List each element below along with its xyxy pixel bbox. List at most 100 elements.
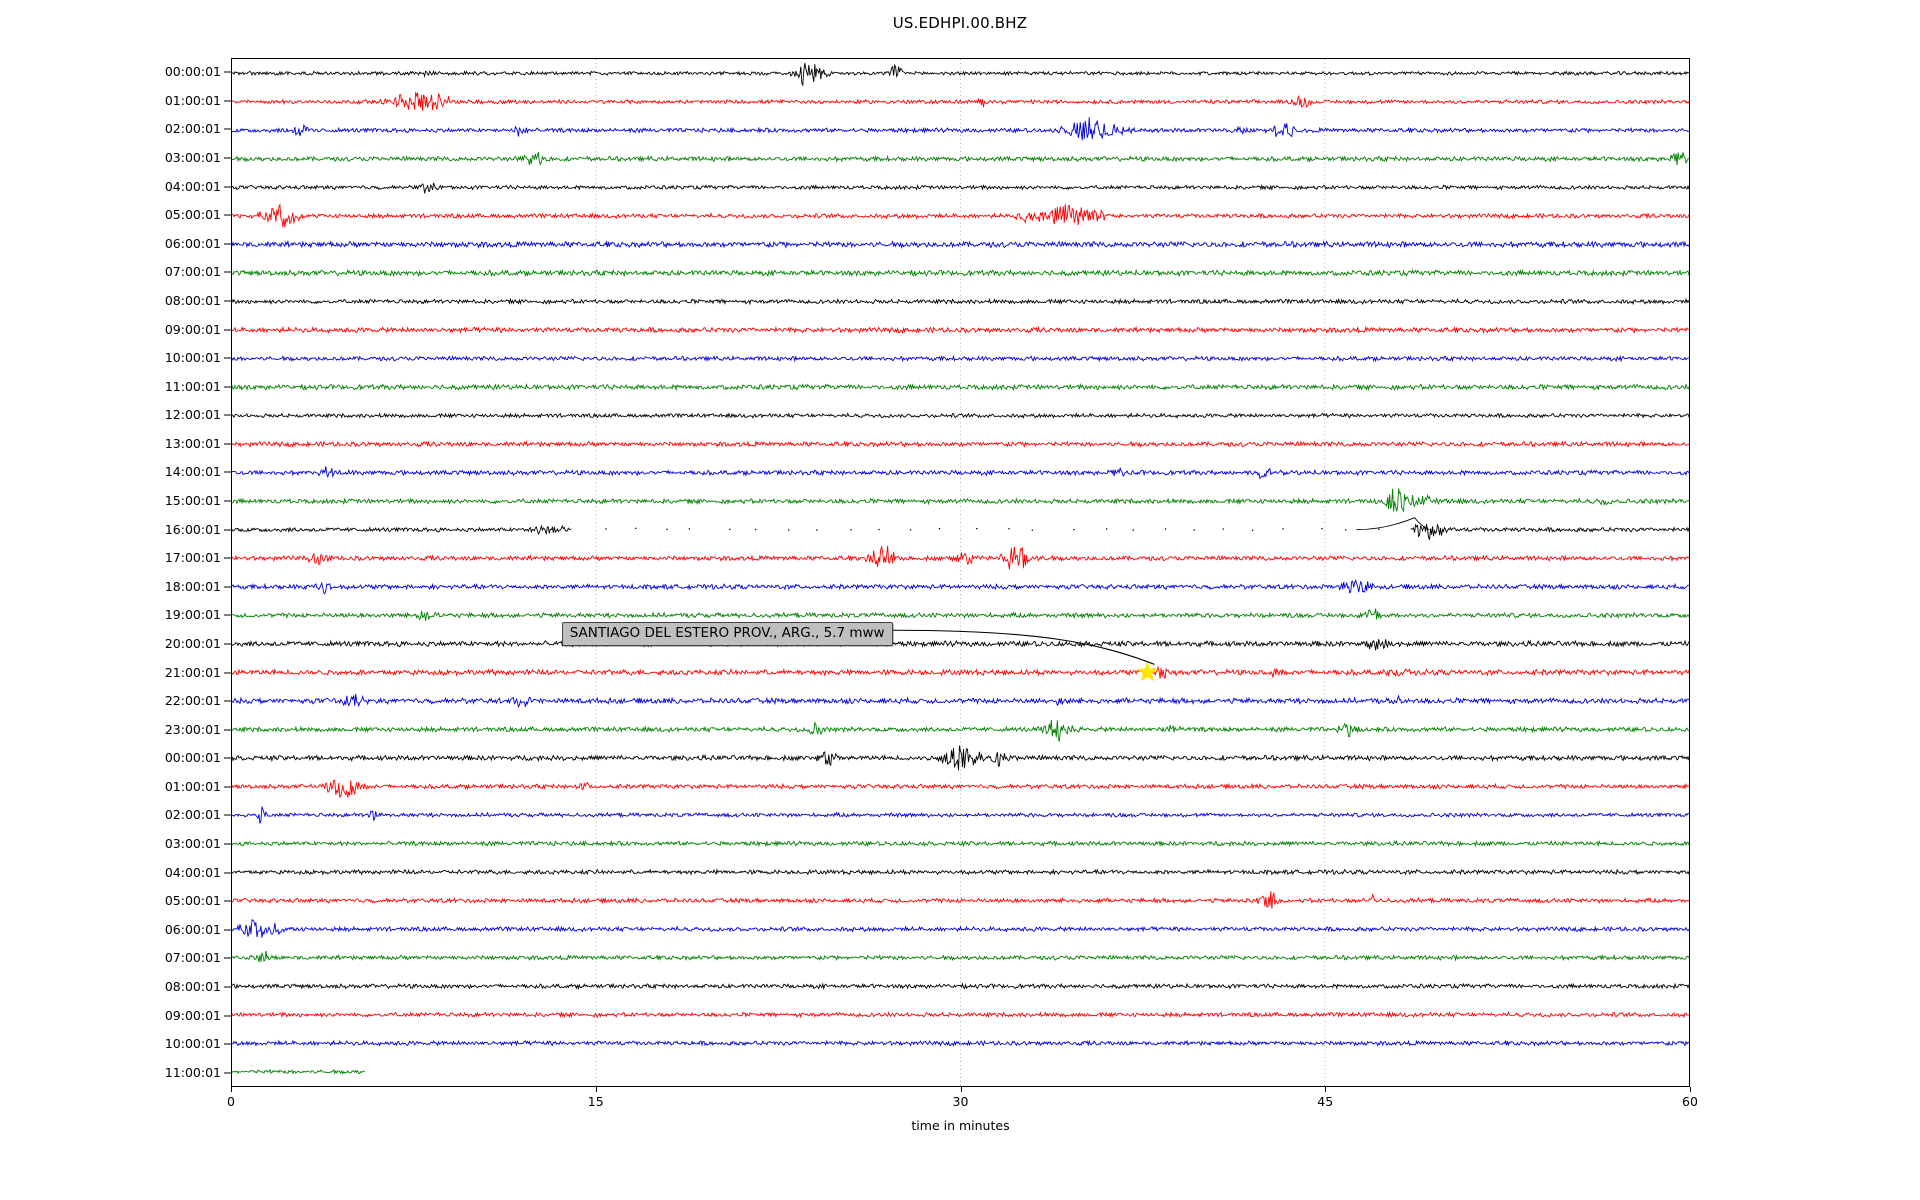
- gap-sample-dot: [754, 528, 757, 531]
- trace-line: [232, 182, 1689, 194]
- event-annotation-label[interactable]: SANTIAGO DEL ESTERO PROV., ARG., 5.7 mww: [561, 621, 893, 646]
- y-axis-tick-label: 00:00:01: [164, 750, 221, 766]
- y-axis-tick-mark: [224, 214, 232, 216]
- y-axis-tick-label: 07:00:01: [164, 950, 221, 966]
- gap-sample-dot: [1222, 528, 1224, 530]
- trace-line: [1410, 523, 1689, 540]
- gap-sample-dot: [605, 528, 607, 530]
- trace-line: [232, 354, 1689, 363]
- y-axis-tick-mark: [224, 414, 232, 416]
- trace-line: [232, 745, 1689, 771]
- gap-sample-dot: [1251, 529, 1254, 531]
- trace-line: [232, 117, 1689, 141]
- gap-sample-dot: [938, 527, 941, 530]
- trace-line: [232, 412, 1689, 419]
- event-star-marker[interactable]: [1137, 661, 1158, 682]
- y-axis-tick-label: 05:00:01: [164, 892, 221, 908]
- y-axis-tick-mark: [224, 1043, 232, 1045]
- trace-line: [232, 203, 1689, 228]
- x-axis-tick-mark: [960, 1087, 962, 1092]
- y-axis-tick-label: 02:00:01: [164, 807, 221, 823]
- plot-area[interactable]: [231, 58, 1690, 1087]
- trace-line: [232, 891, 1689, 909]
- x-axis-tick-mark: [595, 1087, 597, 1092]
- y-axis-tick-mark: [224, 271, 232, 273]
- trace-line: [232, 693, 1689, 708]
- x-axis-tick-mark: [1690, 1087, 1691, 1092]
- y-axis-tick-label: 13:00:01: [164, 435, 221, 451]
- gap-sample-dot: [729, 528, 731, 531]
- y-axis-tick-mark: [224, 243, 232, 245]
- trace-line: [232, 92, 1689, 111]
- trace-line: [232, 488, 1689, 512]
- trace-line: [232, 1068, 365, 1075]
- gap-sample-dot: [688, 528, 691, 530]
- y-axis-tick-mark: [224, 557, 232, 559]
- y-axis-tick-mark: [224, 757, 232, 759]
- y-axis-tick-mark: [224, 614, 232, 616]
- gap-sample-dot: [1008, 528, 1010, 530]
- y-axis-tick-mark: [224, 186, 232, 188]
- trace-line: [232, 466, 1689, 480]
- y-axis-tick-mark: [224, 357, 232, 359]
- gap-sample-dot: [1132, 529, 1134, 531]
- y-axis-tick-label: 04:00:01: [164, 864, 221, 880]
- y-axis-tick-label: 21:00:01: [164, 664, 221, 680]
- y-axis-tick-mark: [224, 157, 232, 159]
- trace-line: [232, 63, 1689, 87]
- trace-line: [232, 982, 1689, 991]
- trace-line: [232, 665, 1689, 679]
- y-axis-tick-mark: [224, 957, 232, 959]
- gap-sample-dot: [1345, 529, 1347, 531]
- y-axis-tick-label: 22:00:01: [164, 692, 221, 708]
- gap-sample-dot: [909, 529, 912, 531]
- trace-line: [232, 950, 1689, 963]
- y-axis-tick-mark: [224, 586, 232, 588]
- y-axis-tick-mark: [224, 986, 232, 988]
- y-axis-tick-label: 02:00:01: [164, 121, 221, 137]
- trace-line: [232, 639, 1689, 651]
- gap-sample-dot: [635, 527, 637, 530]
- y-axis-tick-mark: [224, 900, 232, 902]
- y-axis-tick-mark: [224, 71, 232, 73]
- y-axis-tick-label: 20:00:01: [164, 635, 221, 651]
- gap-sample-dot: [1031, 529, 1033, 531]
- gap-sample-dot: [816, 529, 818, 531]
- trace-line: [232, 239, 1689, 249]
- trace-line: [232, 524, 572, 535]
- x-axis-tick-mark: [231, 1087, 232, 1092]
- y-axis-tick-label: 08:00:01: [164, 978, 221, 994]
- y-axis-tick-mark: [224, 700, 232, 702]
- y-axis-tick-mark: [224, 786, 232, 788]
- gap-recovery-transient: [1356, 517, 1430, 531]
- y-axis-tick-label: 03:00:01: [164, 835, 221, 851]
- y-axis-tick-label: 07:00:01: [164, 264, 221, 280]
- x-axis-title: time in minutes: [911, 1118, 1010, 1133]
- seismic-traces: [232, 59, 1689, 1086]
- x-axis-tick-label: 0: [227, 1094, 235, 1109]
- gap-sample-dot: [1321, 527, 1323, 530]
- y-axis-tick-mark: [224, 128, 232, 130]
- y-axis-tick-mark: [224, 1015, 232, 1017]
- y-axis-tick-label: 18:00:01: [164, 578, 221, 594]
- gap-sample-dot: [878, 528, 880, 531]
- trace-line: [232, 608, 1689, 621]
- y-axis-tick-mark: [224, 300, 232, 302]
- y-axis-tick-label: 06:00:01: [164, 921, 221, 937]
- gap-sample-dot: [1193, 529, 1195, 531]
- y-axis-tick-mark: [224, 814, 232, 816]
- y-axis-tick-mark: [224, 386, 232, 388]
- trace-line: [232, 325, 1689, 335]
- y-axis-tick-label: 03:00:01: [164, 149, 221, 165]
- gap-sample-dot: [1282, 528, 1284, 530]
- gap-sample-dot: [1378, 528, 1380, 530]
- trace-line: [232, 719, 1689, 742]
- y-axis-tick-mark: [224, 929, 232, 931]
- trace-line: [232, 382, 1689, 392]
- y-axis-tick-mark: [224, 872, 232, 874]
- y-axis-tick-label: 04:00:01: [164, 178, 221, 194]
- y-axis-tick-label: 19:00:01: [164, 607, 221, 623]
- trace-line: [232, 579, 1689, 595]
- annotation-leader-line: [892, 629, 1155, 665]
